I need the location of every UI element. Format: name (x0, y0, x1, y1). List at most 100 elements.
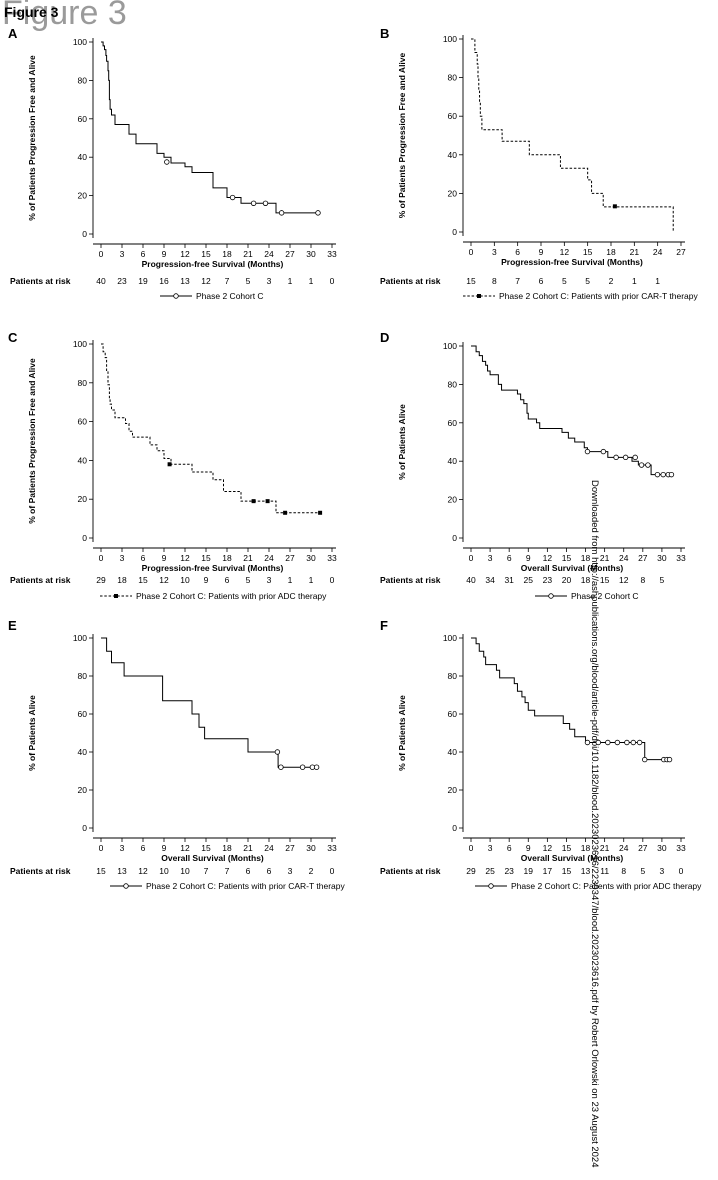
x-tick-label: 6 (141, 843, 146, 853)
panel-letter: A (8, 26, 18, 41)
km-panel-d: D 0 20 40 60 80 100 0 3 6 9 12 15 18 21 24 27 30 33 Overall… (380, 330, 686, 601)
at-risk-count: 12 (619, 575, 629, 585)
at-risk-count: 5 (660, 575, 665, 585)
at-risk-count: 40 (466, 575, 476, 585)
x-tick-label: 30 (657, 553, 667, 563)
y-axis-label: % of Patients Progression Free and Alive (27, 358, 37, 524)
censor-mark (636, 739, 643, 746)
censor-mark (283, 510, 288, 515)
at-risk-count: 3 (267, 575, 272, 585)
x-tick-label: 21 (600, 553, 610, 563)
x-tick-label: 3 (488, 843, 493, 853)
x-tick-label: 0 (469, 843, 474, 853)
x-tick-label: 9 (526, 553, 531, 563)
at-risk-count: 13 (180, 276, 190, 286)
at-risk-count: 1 (309, 575, 314, 585)
at-risk-count: 6 (246, 866, 251, 876)
x-tick-label: 33 (676, 843, 686, 853)
at-risk-count: 5 (640, 866, 645, 876)
at-risk-count: 3 (288, 866, 293, 876)
x-tick-label: 21 (600, 843, 610, 853)
x-tick-label: 3 (488, 553, 493, 563)
y-tick-label: 0 (82, 823, 87, 833)
y-tick-label: 40 (448, 150, 458, 160)
at-risk-count: 8 (492, 276, 497, 286)
at-risk-count: 23 (117, 276, 127, 286)
x-tick-label: 3 (120, 553, 125, 563)
y-tick-label: 0 (452, 823, 457, 833)
x-tick-label: 27 (285, 553, 295, 563)
x-tick-label: 33 (327, 249, 337, 259)
y-tick-label: 40 (78, 747, 88, 757)
y-axis-label: % of Patients Alive (27, 695, 37, 771)
x-axis-label: Progression-free Survival (Months) (142, 563, 284, 573)
y-tick-label: 40 (448, 747, 458, 757)
x-tick-label: 3 (120, 249, 125, 259)
at-risk-label: Patients at risk (380, 276, 441, 286)
at-risk-count: 11 (600, 866, 609, 876)
at-risk-count: 29 (466, 866, 476, 876)
censor-mark (274, 749, 281, 755)
km-curve (471, 637, 669, 761)
censor-mark (265, 499, 270, 504)
censor-mark (622, 454, 629, 461)
x-tick-label: 15 (201, 843, 211, 853)
at-risk-count: 15 (96, 866, 106, 876)
x-tick-label: 18 (606, 247, 616, 257)
censor-mark (278, 764, 284, 770)
at-risk-count: 17 (543, 866, 553, 876)
km-curve (101, 41, 318, 214)
censor-mark (251, 499, 256, 504)
x-tick-label: 21 (630, 247, 640, 257)
y-tick-label: 0 (452, 227, 457, 237)
at-risk-count: 23 (504, 866, 514, 876)
at-risk-count: 15 (138, 575, 148, 585)
x-tick-label: 21 (243, 553, 253, 563)
y-tick-label: 80 (78, 75, 88, 85)
x-tick-label: 6 (507, 553, 512, 563)
at-risk-count: 1 (288, 276, 293, 286)
x-tick-label: 18 (222, 249, 232, 259)
x-tick-label: 30 (306, 249, 316, 259)
at-risk-count: 1 (288, 575, 293, 585)
at-risk-label: Patients at risk (380, 575, 441, 585)
x-tick-label: 6 (141, 249, 146, 259)
legend-marker (123, 883, 129, 889)
at-risk-count: 3 (267, 276, 272, 286)
x-tick-label: 24 (619, 553, 629, 563)
y-tick-label: 80 (448, 73, 458, 83)
x-tick-label: 0 (469, 553, 474, 563)
censor-mark (315, 210, 321, 216)
censor-mark (613, 454, 619, 461)
x-tick-label: 12 (180, 843, 190, 853)
at-risk-count: 19 (524, 866, 534, 876)
x-tick-label: 33 (327, 843, 337, 853)
censor-mark (630, 739, 636, 746)
y-tick-label: 0 (452, 533, 457, 543)
legend-marker (477, 294, 481, 298)
y-tick-label: 80 (78, 378, 88, 388)
y-tick-label: 100 (443, 633, 457, 643)
censor-mark (164, 159, 170, 165)
x-tick-label: 9 (162, 843, 167, 853)
x-tick-label: 9 (162, 553, 167, 563)
x-tick-label: 24 (264, 249, 274, 259)
legend-label: Phase 2 Cohort C (196, 291, 264, 301)
legend-label: Phase 2 Cohort C: Patients with prior CA… (146, 881, 345, 891)
x-tick-label: 12 (543, 843, 553, 853)
figure-watermark: Figure 3 (2, 0, 127, 32)
at-risk-count: 16 (159, 276, 169, 286)
censor-mark (299, 764, 306, 770)
censor-mark (612, 204, 617, 209)
at-risk-count: 6 (539, 276, 544, 286)
x-tick-label: 21 (243, 249, 253, 259)
at-risk-count: 15 (562, 866, 572, 876)
at-risk-count: 13 (117, 866, 127, 876)
x-axis-label: Progression-free Survival (Months) (501, 257, 643, 267)
at-risk-count: 0 (679, 866, 684, 876)
at-risk-count: 9 (204, 575, 209, 585)
censor-mark (584, 448, 591, 455)
at-risk-count: 7 (225, 276, 230, 286)
